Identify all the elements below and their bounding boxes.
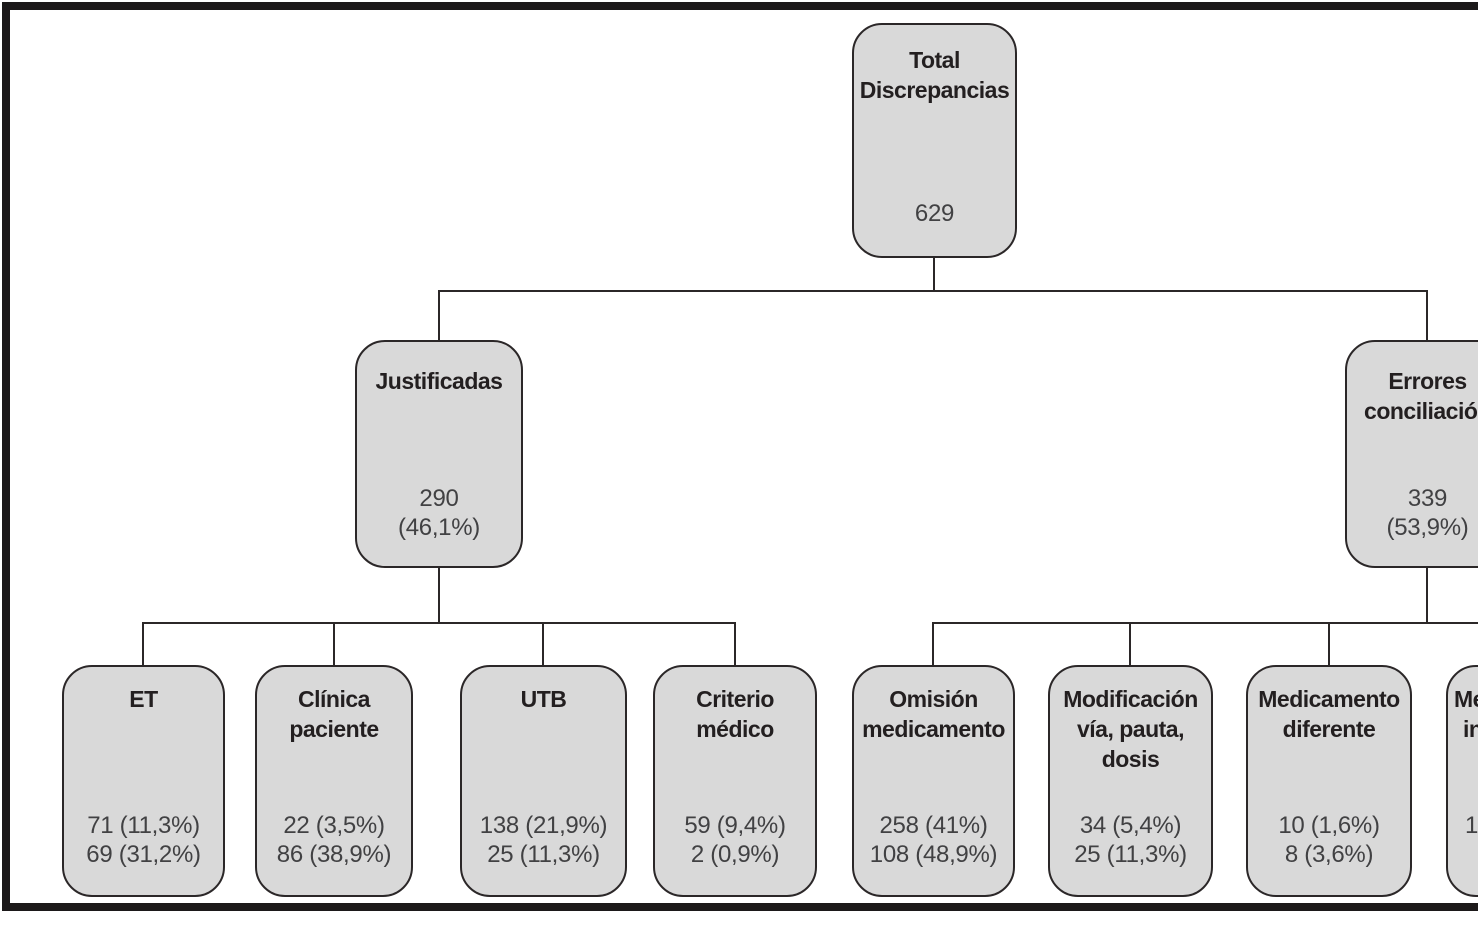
node-label: Criterio médico bbox=[655, 684, 815, 744]
label-line: dosis bbox=[1101, 746, 1160, 772]
stat-line-spacer bbox=[1465, 840, 1478, 869]
label-line: ET bbox=[129, 686, 158, 712]
connector-line bbox=[734, 622, 736, 667]
connector-line bbox=[438, 566, 440, 624]
connector-line bbox=[933, 256, 935, 292]
stat-line: 10 (1,6%) bbox=[1278, 812, 1380, 839]
node-stats: 59 (9,4%) 2 (0,9%) bbox=[655, 811, 815, 869]
node-stats: 34 (5,4%) 25 (11,3%) bbox=[1050, 811, 1211, 869]
stat-line: 69 (31,2%) bbox=[86, 841, 201, 868]
stat-line: 258 (41%) bbox=[879, 812, 988, 839]
connector-line bbox=[142, 622, 144, 667]
label-line: Medicamento bbox=[1258, 686, 1400, 712]
stat-line: 138 (21,9%) bbox=[479, 812, 608, 839]
stat-line: 86 (38,9%) bbox=[276, 841, 392, 868]
label-line: Omisión bbox=[889, 686, 978, 712]
stat-line: 71 (11,3%) bbox=[87, 812, 200, 839]
connector-line bbox=[438, 290, 1428, 292]
connector-line bbox=[333, 622, 335, 667]
node-stats: 10 (1,6%) 8 (3,6%) bbox=[1248, 811, 1410, 869]
figure-frame bbox=[2, 2, 1478, 911]
label-line: diferente bbox=[1282, 716, 1376, 742]
label-line: Clínica bbox=[298, 686, 370, 712]
stat-line: 25 (11,3%) bbox=[1074, 841, 1187, 868]
stat-line: 1 bbox=[1465, 812, 1478, 839]
node-label: Total Discrepancias bbox=[854, 45, 1015, 105]
label-line: conciliación bbox=[1364, 398, 1478, 424]
label-line: medicamento bbox=[862, 716, 1005, 742]
stat-line: 59 (9,4%) bbox=[684, 812, 786, 839]
label-line: Me bbox=[1454, 686, 1478, 712]
label-line: Discrepancias bbox=[859, 77, 1010, 103]
node-total-discrepancias: Total Discrepancias 629 bbox=[852, 23, 1017, 258]
node-label: Clínica paciente bbox=[257, 684, 411, 744]
label-line: in bbox=[1463, 716, 1478, 742]
node-stats: 22 (3,5%) 86 (38,9%) bbox=[257, 811, 411, 869]
node-clinica-paciente: Clínica paciente 22 (3,5%) 86 (38,9%) bbox=[255, 665, 413, 897]
node-omision-medicamento: Omisión medicamento 258 (41%) 108 (48,9%… bbox=[852, 665, 1015, 897]
connector-line bbox=[932, 622, 1478, 624]
stat-line: 290 bbox=[419, 485, 459, 512]
node-label: Medicamento diferente bbox=[1248, 684, 1410, 744]
node-et: ET 71 (11,3%) 69 (31,2%) bbox=[62, 665, 225, 897]
node-label: Errores conciliación bbox=[1347, 366, 1478, 426]
connector-line bbox=[1129, 622, 1131, 667]
node-stats: 629 bbox=[854, 199, 1015, 228]
node-label: Justificadas bbox=[357, 366, 521, 396]
node-stats: 258 (41%) 108 (48,9%) bbox=[854, 811, 1013, 869]
node-stats: 339 (53,9%) bbox=[1347, 484, 1478, 542]
stat-line: (53,9%) bbox=[1386, 514, 1469, 541]
connector-line bbox=[932, 622, 934, 667]
node-stats: 71 (11,3%) 69 (31,2%) bbox=[64, 811, 223, 869]
connector-line bbox=[542, 622, 544, 667]
node-justificadas: Justificadas 290 (46,1%) bbox=[355, 340, 523, 568]
stat-line: 25 (11,3%) bbox=[487, 841, 600, 868]
label-line: Criterio bbox=[696, 686, 774, 712]
node-label: Omisión medicamento bbox=[854, 684, 1013, 744]
connector-line bbox=[1426, 566, 1428, 624]
node-stats: 138 (21,9%) 25 (11,3%) bbox=[462, 811, 625, 869]
node-stats: 1 bbox=[1448, 811, 1478, 869]
label-line: vía, pauta, bbox=[1077, 716, 1184, 742]
node-label: ET bbox=[64, 684, 223, 714]
label-line: médico bbox=[696, 716, 774, 742]
label-line: Total bbox=[909, 47, 960, 73]
label-line: paciente bbox=[289, 716, 379, 742]
stat-line: (46,1%) bbox=[398, 514, 480, 541]
label-line: Modificación bbox=[1063, 686, 1198, 712]
connector-line bbox=[1328, 622, 1330, 667]
node-modificacion-via-pauta-dosis: Modificación vía, pauta, dosis 34 (5,4%)… bbox=[1048, 665, 1213, 897]
connector-line bbox=[438, 290, 440, 342]
node-criterio-medico: Criterio médico 59 (9,4%) 2 (0,9%) bbox=[653, 665, 817, 897]
stat-line: 34 (5,4%) bbox=[1079, 812, 1182, 839]
stat-line: 339 bbox=[1407, 485, 1448, 512]
label-line: Errores bbox=[1388, 368, 1467, 394]
stat-line: 2 (0,9%) bbox=[690, 841, 780, 868]
node-clipped-rightmost: Me in 1 bbox=[1446, 665, 1478, 897]
stat-line: 629 bbox=[914, 200, 955, 227]
stat-line: 8 (3,6%) bbox=[1284, 841, 1374, 868]
label-line: UTB bbox=[520, 686, 567, 712]
node-utb: UTB 138 (21,9%) 25 (11,3%) bbox=[460, 665, 627, 897]
stat-line: 22 (3,5%) bbox=[283, 812, 385, 839]
node-stats: 290 (46,1%) bbox=[357, 484, 521, 542]
node-errores-conciliacion: Errores conciliación 339 (53,9%) bbox=[1345, 340, 1478, 568]
node-label: UTB bbox=[462, 684, 625, 714]
label-line: Justificadas bbox=[375, 368, 503, 394]
connector-line bbox=[142, 622, 736, 624]
node-label: Modificación vía, pauta, dosis bbox=[1050, 684, 1211, 774]
node-label: Me in bbox=[1448, 684, 1478, 744]
stat-line: 108 (48,9%) bbox=[869, 841, 998, 868]
node-medicamento-diferente: Medicamento diferente 10 (1,6%) 8 (3,6%) bbox=[1246, 665, 1412, 897]
connector-line bbox=[1426, 290, 1428, 342]
